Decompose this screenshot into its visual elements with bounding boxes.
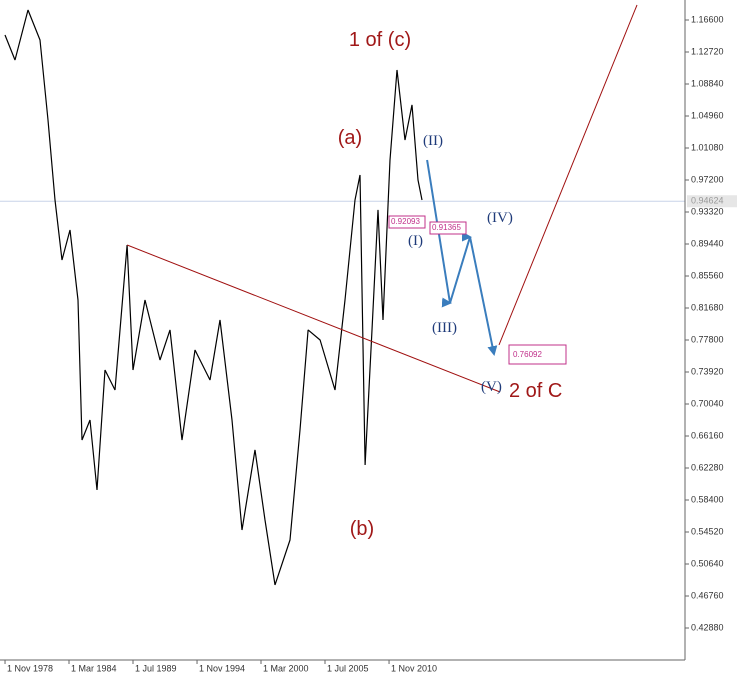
y-tick-label: 0.77800 [691,334,724,344]
y-tick-label: 0.73920 [691,366,724,376]
y-tick-label: 0.46760 [691,590,724,600]
y-tick-label: 0.93320 [691,206,724,216]
wave-label: (II) [423,133,443,149]
x-tick-label: 1 Nov 1994 [199,663,245,673]
x-tick-label: 1 Jul 2005 [327,663,369,673]
price-box [508,344,567,365]
price-box [388,215,426,229]
annotations: 1 of (c) (a) (b) (II) (I) (III) (IV) (V)… [338,29,567,540]
y-tick-label: 1.04960 [691,110,724,120]
y-tick-label: 1.01080 [691,142,724,152]
current-price-box [687,195,737,208]
price-label: 0.91365 [432,223,461,232]
x-tick-label: 1 Jul 1989 [135,663,177,673]
y-tick-label: 0.50640 [691,558,724,568]
y-tick-label: 0.42880 [691,622,724,632]
y-tick-label: 0.54520 [691,526,724,536]
wave-label: 2 of C [509,380,562,402]
x-tick-label: 1 Nov 2010 [391,663,437,673]
wave-label: (b) [350,518,374,540]
y-tick-label: 0.70040 [691,398,724,408]
price-label: 0.92093 [391,217,420,226]
wave-label: (a) [338,127,362,149]
y-tick-label: 0.89440 [691,238,724,248]
x-tick-label: 1 Nov 1978 [7,663,53,673]
wave-label: 1 of (c) [349,29,411,51]
price-line [4,9,423,586]
y-tick-label: 1.12720 [691,46,724,56]
y-tick-label: 0.97200 [691,174,724,184]
y-tick-label: 1.08840 [691,78,724,88]
trend-line [498,4,638,346]
wave-label: (V) [481,379,502,395]
y-tick-label: 0.81680 [691,302,724,312]
x-tick-label: 1 Mar 2000 [263,663,309,673]
wave-label: (IV) [487,210,513,226]
price-label: 0.76092 [513,350,542,359]
y-tick-label: 0.85560 [691,270,724,280]
y-tick-label: 0.62280 [691,462,724,472]
y-tick-label: 0.58400 [691,494,724,504]
x-tick-label: 1 Mar 1984 [71,663,117,673]
price-box [429,221,467,235]
wave-label: (I) [408,233,423,249]
y-tick-label: 1.16600 [691,14,724,24]
wave-label: (III) [432,320,457,336]
y-tick-label: 0.66160 [691,430,724,440]
trend-line [126,244,501,393]
current-price-label: 0.94624 [691,196,724,206]
